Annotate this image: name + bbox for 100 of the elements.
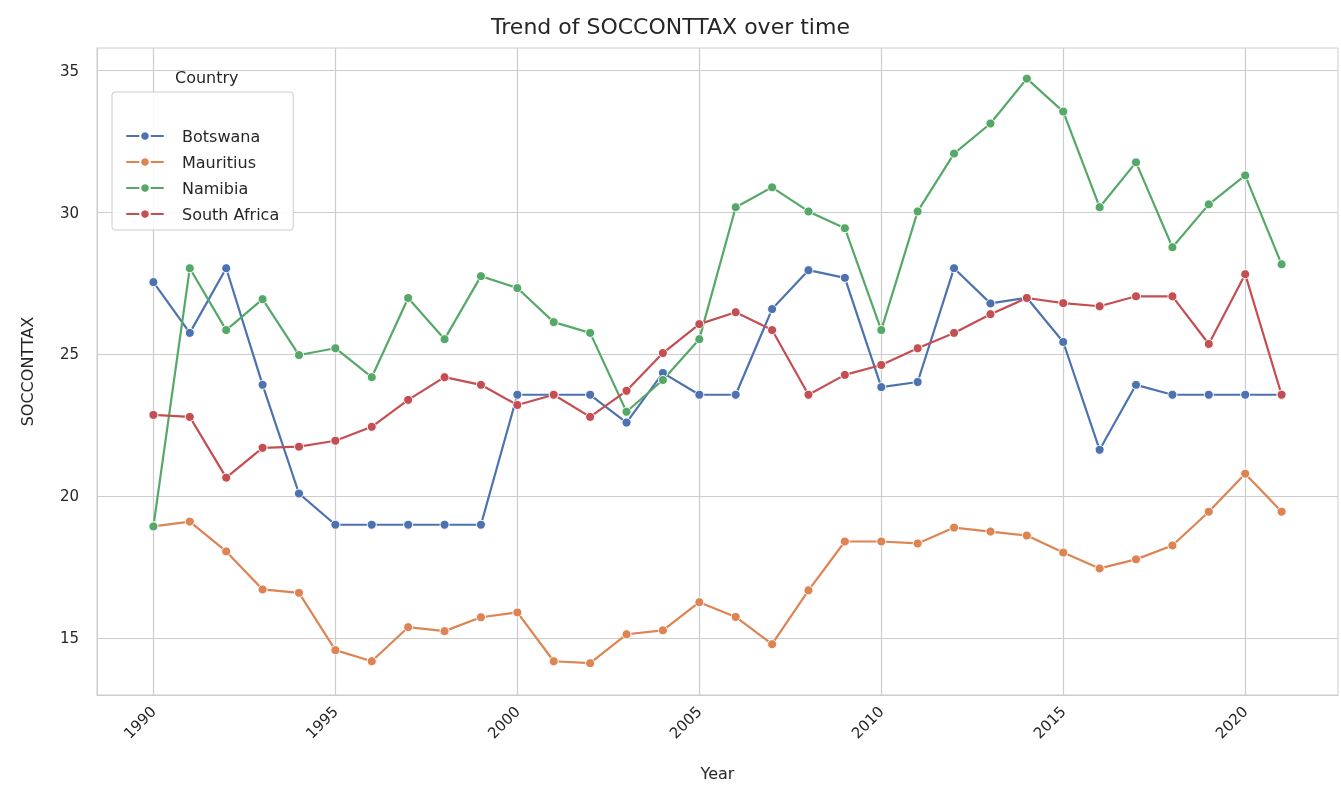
point — [1203, 199, 1214, 210]
point — [475, 271, 486, 282]
point — [1131, 157, 1142, 168]
point — [730, 202, 741, 213]
point — [512, 607, 523, 618]
point — [221, 472, 232, 483]
point — [1131, 379, 1142, 390]
point — [512, 389, 523, 400]
point — [403, 394, 414, 405]
point — [221, 546, 232, 557]
legend-title: Country — [175, 67, 239, 87]
point — [1131, 554, 1142, 565]
point — [585, 389, 596, 400]
point — [293, 350, 304, 361]
point — [475, 612, 486, 623]
point — [403, 519, 414, 530]
point — [1167, 242, 1178, 253]
point — [184, 327, 195, 338]
point — [1276, 259, 1287, 270]
point — [1167, 389, 1178, 400]
point — [475, 379, 486, 390]
point — [949, 522, 960, 533]
point — [839, 272, 850, 283]
point — [694, 319, 705, 330]
legend-label: Namibia — [182, 178, 249, 198]
point — [1058, 298, 1069, 309]
point — [803, 585, 814, 596]
point — [439, 626, 450, 637]
x-axis-title: Year — [699, 763, 735, 783]
point — [949, 263, 960, 274]
point — [1094, 301, 1105, 312]
point — [1021, 530, 1032, 541]
point — [803, 206, 814, 217]
point — [621, 406, 632, 417]
point — [657, 348, 668, 359]
point — [621, 417, 632, 428]
point — [803, 389, 814, 400]
y-axis-title: SOCCONTTAX — [17, 316, 37, 427]
point — [621, 385, 632, 396]
point — [767, 182, 778, 193]
point — [439, 334, 450, 345]
y-tick-label: 35 — [59, 61, 79, 80]
point — [366, 372, 377, 383]
point — [293, 441, 304, 452]
legend-label: Botswana — [182, 126, 261, 146]
point — [1203, 338, 1214, 349]
point — [330, 343, 341, 354]
y-tick-label: 30 — [59, 203, 79, 222]
point — [512, 283, 523, 294]
point — [585, 327, 596, 338]
point — [839, 223, 850, 234]
point — [803, 265, 814, 276]
point — [366, 421, 377, 432]
point — [767, 304, 778, 315]
point — [439, 519, 450, 530]
point — [148, 409, 159, 420]
point — [1203, 506, 1214, 517]
point — [1167, 540, 1178, 551]
point — [366, 519, 377, 530]
point — [403, 293, 414, 303]
point — [184, 411, 195, 422]
point — [912, 206, 923, 217]
point — [585, 411, 596, 422]
point — [912, 538, 923, 549]
point — [293, 488, 304, 499]
y-tick-label: 25 — [59, 345, 79, 364]
point — [1203, 389, 1214, 400]
point — [330, 519, 341, 530]
point — [1131, 291, 1142, 302]
point — [293, 587, 304, 598]
y-tick-label: 20 — [59, 487, 79, 506]
point — [257, 294, 268, 305]
point — [184, 263, 195, 274]
point — [585, 658, 596, 669]
point — [148, 277, 159, 288]
point — [257, 584, 268, 595]
point — [221, 325, 232, 336]
legend-label: South Africa — [182, 204, 280, 224]
point — [1094, 444, 1105, 455]
point — [1240, 269, 1251, 280]
point — [257, 379, 268, 390]
point — [1240, 170, 1251, 181]
point — [330, 435, 341, 446]
point — [657, 625, 668, 636]
chart-title: Trend of SOCCONTTAX over time — [490, 13, 850, 39]
point — [1021, 73, 1032, 84]
point — [1058, 547, 1069, 558]
point — [657, 375, 668, 386]
point — [839, 369, 850, 380]
point — [767, 639, 778, 650]
point — [730, 389, 741, 400]
point — [876, 325, 887, 336]
point — [912, 343, 923, 354]
point — [1276, 506, 1287, 517]
point — [1058, 336, 1069, 347]
point — [694, 597, 705, 608]
point — [1094, 202, 1105, 213]
point — [767, 325, 778, 336]
y-tick-label: 15 — [59, 629, 79, 648]
point — [1240, 389, 1251, 400]
